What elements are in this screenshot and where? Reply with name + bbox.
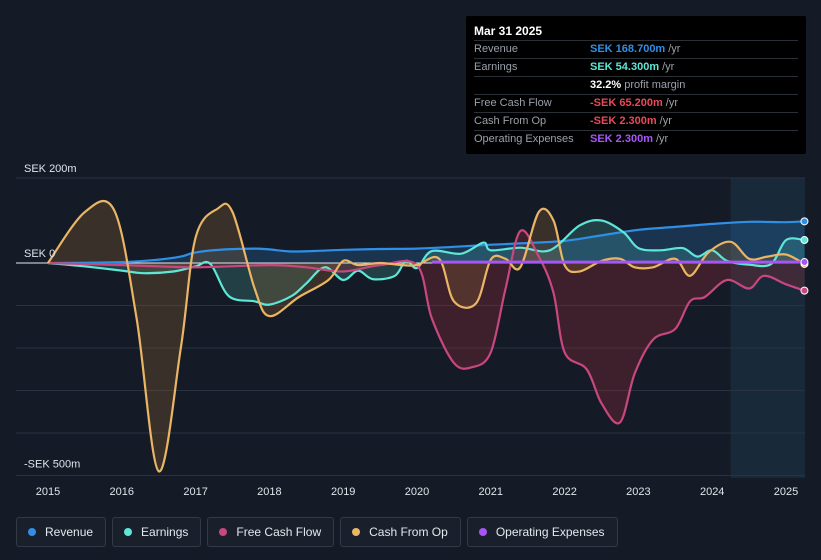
tooltip-row-value: -SEK 2.300m bbox=[590, 115, 657, 127]
tooltip-row-label: Cash From Op bbox=[474, 115, 547, 127]
y-tick-label: SEK 200m bbox=[24, 163, 77, 175]
tooltip-row-unit: profit margin bbox=[624, 79, 686, 91]
x-tick-label: 2021 bbox=[479, 486, 503, 498]
tooltip-row-label: Operating Expenses bbox=[474, 133, 574, 145]
x-tick-label: 2022 bbox=[552, 486, 576, 498]
legend-item-free-cash-flow[interactable]: Free Cash Flow bbox=[207, 517, 335, 547]
tooltip-date: Mar 31 2025 bbox=[474, 24, 543, 38]
y-tick-label: -SEK 500m bbox=[24, 459, 80, 471]
earnings-area bbox=[48, 220, 805, 305]
legend-dot-icon bbox=[219, 528, 228, 536]
free-cash-flow-line bbox=[47, 229, 805, 425]
legend-label: Free Cash Flow bbox=[236, 525, 322, 539]
legend-dot-icon bbox=[478, 528, 487, 536]
legend-dot-icon bbox=[352, 528, 361, 536]
tooltip-row-value: SEK 168.700m bbox=[590, 43, 666, 55]
tooltip-row: Earnings SEK 54.300m/yr bbox=[474, 58, 798, 76]
tooltip-row-value: SEK 54.300m bbox=[590, 61, 660, 73]
earnings-end-dot bbox=[800, 236, 809, 245]
legend-label: Revenue bbox=[45, 525, 94, 539]
tooltip: Mar 31 2025 Revenue SEK 168.700m/yr Earnin… bbox=[466, 16, 806, 154]
legend-item-cash-from-op[interactable]: Cash From Op bbox=[340, 517, 461, 547]
free-cash-flow-area bbox=[48, 230, 805, 424]
tooltip-row-label: Free Cash Flow bbox=[474, 97, 552, 109]
tooltip-row-unit: /yr bbox=[655, 133, 669, 145]
tooltip-row-value: SEK 2.300m bbox=[590, 133, 653, 145]
y-tick-label: SEK 0 bbox=[24, 248, 55, 260]
tooltip-row: Operating Expenses SEK 2.300m/yr bbox=[474, 130, 798, 148]
tooltip-row-unit: /yr bbox=[662, 61, 675, 73]
legend-dot-icon bbox=[124, 528, 133, 536]
tooltip-row-label bbox=[474, 77, 590, 94]
legend-dot-icon bbox=[28, 528, 36, 536]
legend: Revenue Earnings Free Cash Flow Cash From O… bbox=[16, 517, 618, 547]
operating-expenses-end-dot bbox=[800, 258, 809, 267]
tooltip-row: 32.2% profit margin bbox=[474, 76, 798, 94]
revenue-area bbox=[48, 221, 805, 263]
legend-item-operating-expenses[interactable]: Operating Expenses bbox=[466, 517, 618, 547]
tooltip-row: Revenue SEK 168.700m/yr bbox=[474, 40, 798, 58]
tooltip-row-unit: /yr bbox=[659, 115, 672, 127]
forecast-band bbox=[730, 178, 805, 478]
legend-label: Cash From Op bbox=[369, 525, 448, 539]
x-tick-label: 2017 bbox=[183, 486, 207, 498]
legend-item-revenue[interactable]: Revenue bbox=[16, 517, 107, 547]
tooltip-row: Cash From Op -SEK 2.300m/yr bbox=[474, 112, 798, 130]
x-tick-label: 2020 bbox=[405, 486, 429, 498]
free-cash-flow-end-dot bbox=[800, 286, 809, 295]
tooltip-row-unit: /yr bbox=[668, 43, 681, 55]
x-tick-label: 2015 bbox=[36, 486, 60, 498]
x-tick-label: 2025 bbox=[774, 486, 798, 498]
x-tick-label: 2024 bbox=[700, 486, 724, 498]
tooltip-row-unit: /yr bbox=[665, 97, 678, 109]
tooltip-row-label: Earnings bbox=[474, 61, 518, 73]
x-tick-label: 2018 bbox=[257, 486, 281, 498]
earnings-line bbox=[47, 219, 805, 306]
tooltip-row-value: -SEK 65.200m bbox=[590, 97, 663, 109]
x-tick-label: 2019 bbox=[331, 486, 355, 498]
x-tick-label: 2023 bbox=[626, 486, 650, 498]
tooltip-row: Free Cash Flow -SEK 65.200m/yr bbox=[474, 94, 798, 112]
x-tick-label: 2016 bbox=[110, 486, 134, 498]
tooltip-row-label: Revenue bbox=[474, 43, 519, 55]
legend-label: Operating Expenses bbox=[495, 525, 605, 539]
legend-label: Earnings bbox=[141, 525, 189, 539]
legend-item-earnings[interactable]: Earnings bbox=[112, 517, 202, 547]
tooltip-row-value: 32.2% bbox=[590, 79, 622, 91]
revenue-end-dot bbox=[800, 217, 809, 226]
